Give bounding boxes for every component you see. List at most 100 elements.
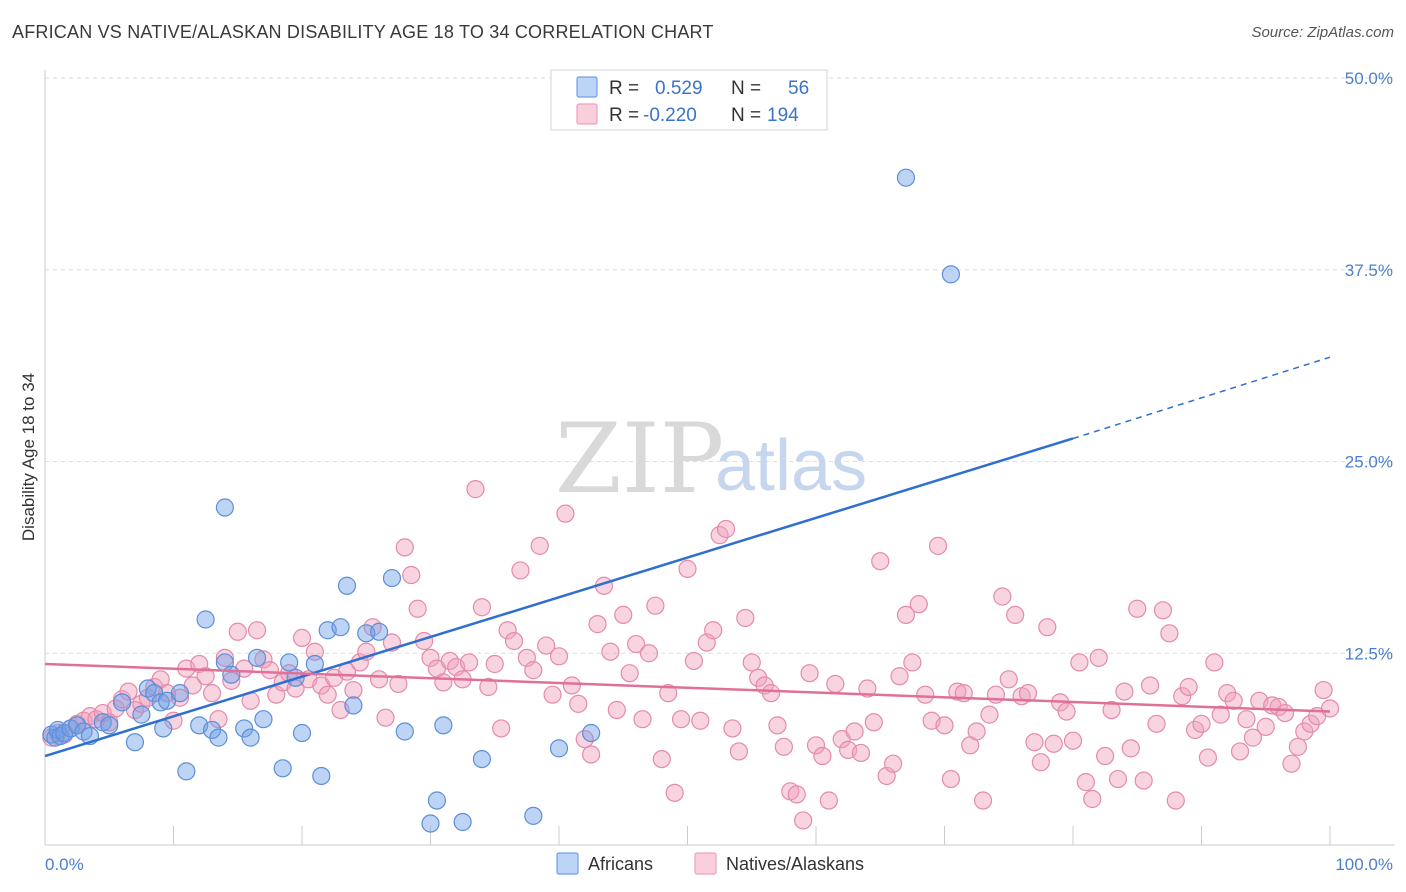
- natives-point: [967, 722, 986, 741]
- africans-point: [331, 618, 350, 637]
- bottom-legend-label-natives: Natives/Alaskans: [726, 854, 864, 874]
- x-tick-label-min: 0.0%: [45, 855, 84, 874]
- x-tick-label-max: 100.0%: [1335, 855, 1393, 874]
- natives-point: [626, 634, 646, 654]
- trend-lines: [44, 356, 1331, 758]
- natives-point: [659, 684, 678, 703]
- africans-point: [241, 728, 260, 747]
- natives-point: [941, 769, 961, 789]
- natives-point: [485, 654, 504, 674]
- natives-point: [1224, 691, 1243, 710]
- natives-trend-line: [44, 662, 1331, 713]
- africans-point: [273, 759, 292, 778]
- natives-point: [543, 685, 562, 704]
- natives-point: [215, 648, 234, 667]
- y-tick-label: 25.0%: [1345, 453, 1393, 472]
- watermark-zip: ZIP: [555, 403, 724, 515]
- africans-point: [138, 679, 157, 698]
- natives-point: [119, 682, 138, 701]
- gridlines: [45, 77, 1395, 654]
- natives-point: [909, 595, 928, 614]
- natives-point: [993, 587, 1012, 606]
- natives-point: [871, 552, 890, 571]
- natives-point: [1160, 624, 1179, 643]
- africans-point: [382, 568, 402, 588]
- natives-point: [864, 713, 883, 732]
- natives-point: [774, 737, 793, 756]
- natives-point: [1205, 653, 1224, 672]
- natives-point: [1211, 705, 1230, 724]
- natives-point: [530, 536, 549, 555]
- africans-point: [196, 610, 215, 629]
- africans-point: [582, 723, 601, 743]
- natives-point: [222, 671, 241, 690]
- natives-point: [723, 719, 742, 738]
- natives-point: [1320, 699, 1340, 718]
- natives-point: [434, 673, 453, 692]
- source-credit: Source: ZipAtlas.com: [1251, 24, 1394, 41]
- natives-point: [1140, 676, 1160, 695]
- natives-point: [562, 676, 581, 695]
- africans-point: [247, 648, 267, 667]
- natives-point: [1076, 773, 1095, 792]
- natives-point: [614, 605, 633, 625]
- natives-point: [376, 708, 395, 727]
- africans-point: [292, 723, 312, 743]
- natives-point: [607, 700, 626, 720]
- natives-point: [916, 685, 935, 704]
- natives-point: [858, 679, 877, 698]
- africans-point: [254, 710, 273, 729]
- natives-point: [582, 745, 601, 764]
- africans-point: [337, 576, 357, 595]
- natives-point: [800, 664, 819, 683]
- natives-point: [652, 749, 671, 769]
- africans-point: [112, 693, 132, 712]
- natives-point: [254, 650, 273, 669]
- natives-point: [787, 785, 806, 804]
- natives-point: [704, 621, 723, 640]
- natives-point: [459, 653, 479, 672]
- legend-n-value-natives: 194: [767, 105, 799, 126]
- natives-point: [935, 716, 954, 735]
- natives-point: [1038, 618, 1057, 637]
- natives-point: [928, 536, 948, 555]
- africans-point: [370, 622, 389, 641]
- natives-point: [1179, 677, 1198, 697]
- africans-point: [280, 653, 299, 672]
- africans-point: [209, 728, 228, 747]
- natives-point: [260, 661, 279, 680]
- natives-point: [691, 711, 710, 730]
- natives-point: [1096, 746, 1115, 766]
- natives-point: [826, 674, 845, 694]
- stats-legend: R = 0.529 N = 56 R = -0.220 N = 194: [550, 69, 828, 131]
- natives-point: [999, 670, 1018, 689]
- natives-point: [344, 680, 363, 700]
- natives-point: [639, 644, 659, 663]
- natives-point: [202, 684, 222, 703]
- africans-point: [312, 766, 331, 786]
- natives-point: [1147, 714, 1166, 733]
- natives-point: [318, 685, 337, 704]
- natives-point: [1057, 702, 1076, 721]
- natives-point: [903, 653, 922, 672]
- natives-point: [768, 716, 787, 735]
- natives-point: [1128, 599, 1147, 618]
- natives-point: [1275, 703, 1295, 723]
- natives-point: [1044, 734, 1063, 753]
- natives-point: [601, 642, 620, 661]
- natives-point: [1031, 753, 1050, 772]
- natives-point: [813, 746, 832, 766]
- natives-point: [851, 743, 871, 763]
- natives-point: [556, 504, 575, 523]
- natives-point: [209, 710, 228, 729]
- natives-point: [569, 694, 588, 713]
- y-tick-label: 50.0%: [1345, 69, 1393, 88]
- africans-trend-line: [44, 437, 1074, 758]
- natives-point: [1230, 742, 1250, 761]
- legend-n-value-africans: 56: [788, 78, 809, 99]
- africans-point: [896, 168, 916, 187]
- natives-point: [806, 736, 826, 755]
- watermark: ZIP atlas: [555, 403, 867, 515]
- natives-point: [549, 647, 569, 666]
- africans-point: [472, 749, 491, 769]
